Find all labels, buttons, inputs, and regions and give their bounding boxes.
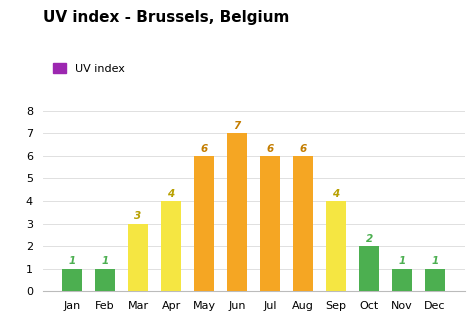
Text: 6: 6: [300, 144, 307, 154]
Text: 1: 1: [399, 257, 406, 266]
Bar: [128, 223, 148, 291]
Bar: [293, 156, 313, 291]
Bar: [425, 269, 446, 291]
Text: 1: 1: [431, 257, 439, 266]
Text: 6: 6: [201, 144, 208, 154]
Text: 6: 6: [266, 144, 273, 154]
Bar: [260, 156, 280, 291]
Bar: [392, 269, 412, 291]
Bar: [359, 246, 379, 291]
Text: 4: 4: [167, 189, 175, 199]
Legend: UV index: UV index: [48, 59, 129, 78]
Text: 1: 1: [68, 257, 76, 266]
Text: 2: 2: [365, 234, 373, 244]
Text: 7: 7: [234, 121, 241, 131]
Bar: [227, 133, 247, 291]
Bar: [161, 201, 182, 291]
Bar: [95, 269, 115, 291]
Bar: [62, 269, 82, 291]
Text: UV index - Brussels, Belgium: UV index - Brussels, Belgium: [43, 10, 289, 25]
Text: 1: 1: [101, 257, 109, 266]
Text: 3: 3: [135, 211, 142, 221]
Text: 4: 4: [332, 189, 340, 199]
Bar: [326, 201, 346, 291]
Bar: [194, 156, 214, 291]
